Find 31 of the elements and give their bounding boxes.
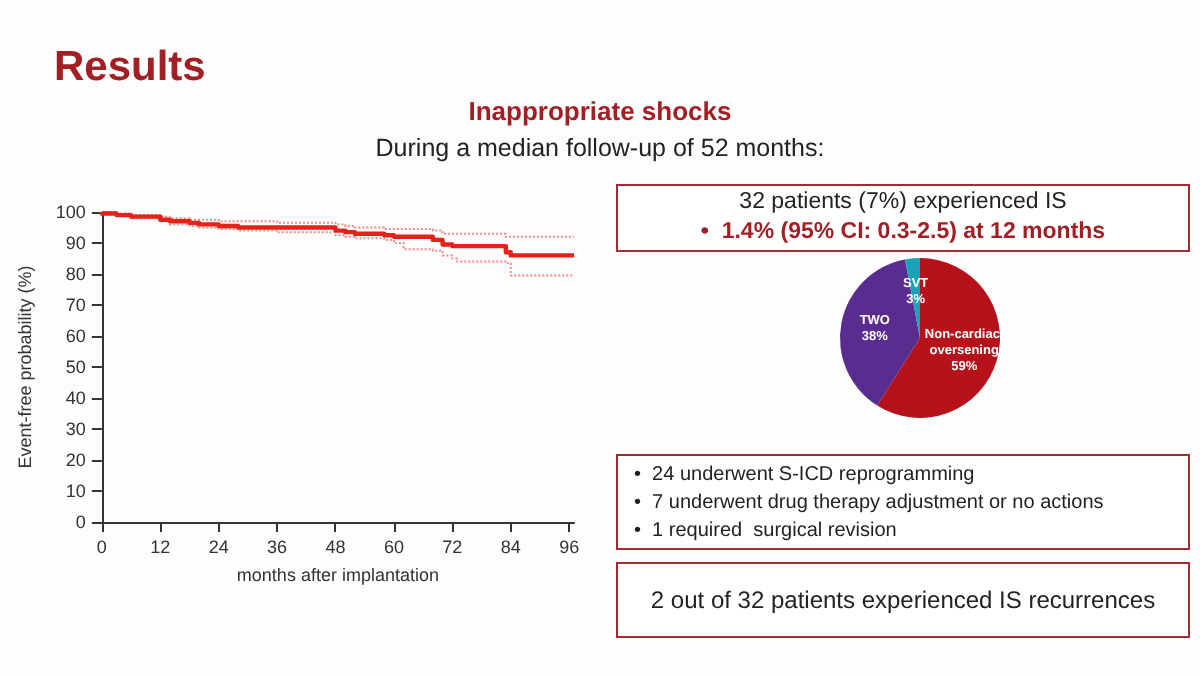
x-tick-label: 48	[325, 537, 346, 557]
y-tick-label: 40	[65, 388, 86, 408]
x-tick-label: 60	[383, 537, 404, 557]
x-tick-label: 72	[442, 537, 463, 557]
y-tick-label: 90	[65, 233, 86, 253]
x-tick-label: 24	[208, 537, 229, 557]
y-tick-label: 0	[75, 512, 86, 532]
x-tick-label: 96	[559, 537, 580, 557]
y-tick-label: 20	[65, 450, 86, 470]
x-axis-title: months after implantation	[236, 565, 439, 585]
text: • 1.4% (95% CI: 0.3-2.5) at 12 months	[698, 218, 1108, 248]
x-tick-label: 0	[96, 537, 107, 557]
y-tick-label: 60	[65, 326, 86, 346]
text: • 24 underwent S-ICD reprogramming	[634, 462, 977, 490]
x-tick-label: 84	[500, 537, 521, 557]
y-tick-label: 50	[65, 357, 86, 377]
text: 2 out of 32 patients experienced IS recurrences	[616, 562, 1190, 638]
text: • 7 underwent drug therapy adjustment or no actions	[634, 490, 1106, 518]
text: During a median follow-up of 52 months:	[373, 134, 827, 162]
x-tick-label: 36	[267, 537, 288, 557]
y-tick-label: 70	[65, 295, 86, 315]
chart-title: Results	[54, 44, 206, 92]
y-tick-label: 30	[65, 419, 86, 439]
text: • 1 required surgical revision	[634, 518, 899, 546]
y-axis-title: Event-free probability (%)	[15, 265, 35, 469]
chart-subtitle: Inappropriate shocks	[466, 96, 734, 126]
y-tick-label: 80	[65, 264, 86, 284]
text: 32 patients (7%) experienced IS	[737, 188, 1069, 218]
y-tick-label: 10	[65, 481, 86, 501]
y-tick-label: 100	[55, 202, 86, 222]
x-tick-label: 12	[150, 537, 171, 557]
